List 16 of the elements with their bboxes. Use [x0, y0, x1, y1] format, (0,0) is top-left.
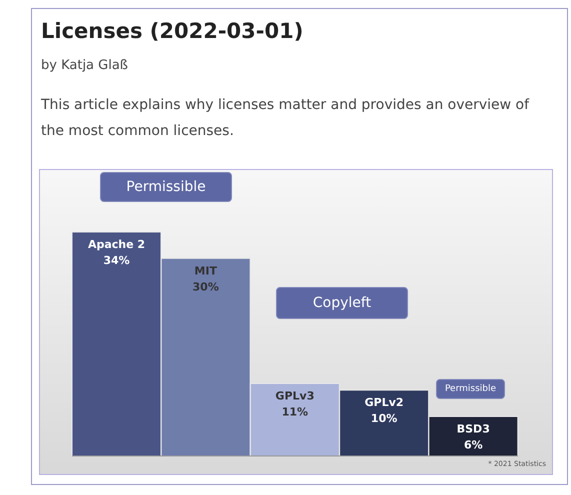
data-label: 10% — [370, 412, 398, 426]
data-label: 6% — [464, 438, 483, 452]
x-tick-label: Apache 2 — [88, 238, 146, 251]
data-label: 34% — [103, 254, 130, 267]
label-tag: Permissible — [436, 379, 505, 399]
label-tag: Permissible — [100, 172, 232, 202]
data-label: 11% — [282, 406, 308, 419]
x-tick-label: GPLv2 — [364, 396, 404, 410]
chart-title: Licenses (2022-03-01) — [41, 19, 304, 43]
chart-subtitle: by Katja Glaß — [41, 58, 128, 73]
x-tick-label: GPLv3 — [275, 390, 314, 403]
text: This article explains why licenses matter and provides an overview of the most common licenses. — [41, 96, 530, 141]
x-tick-label: BSD3 — [456, 422, 490, 436]
data-label: 30% — [192, 280, 219, 294]
x-tick-label: MIT — [194, 264, 218, 278]
label-tag: Copyleft — [276, 287, 408, 319]
